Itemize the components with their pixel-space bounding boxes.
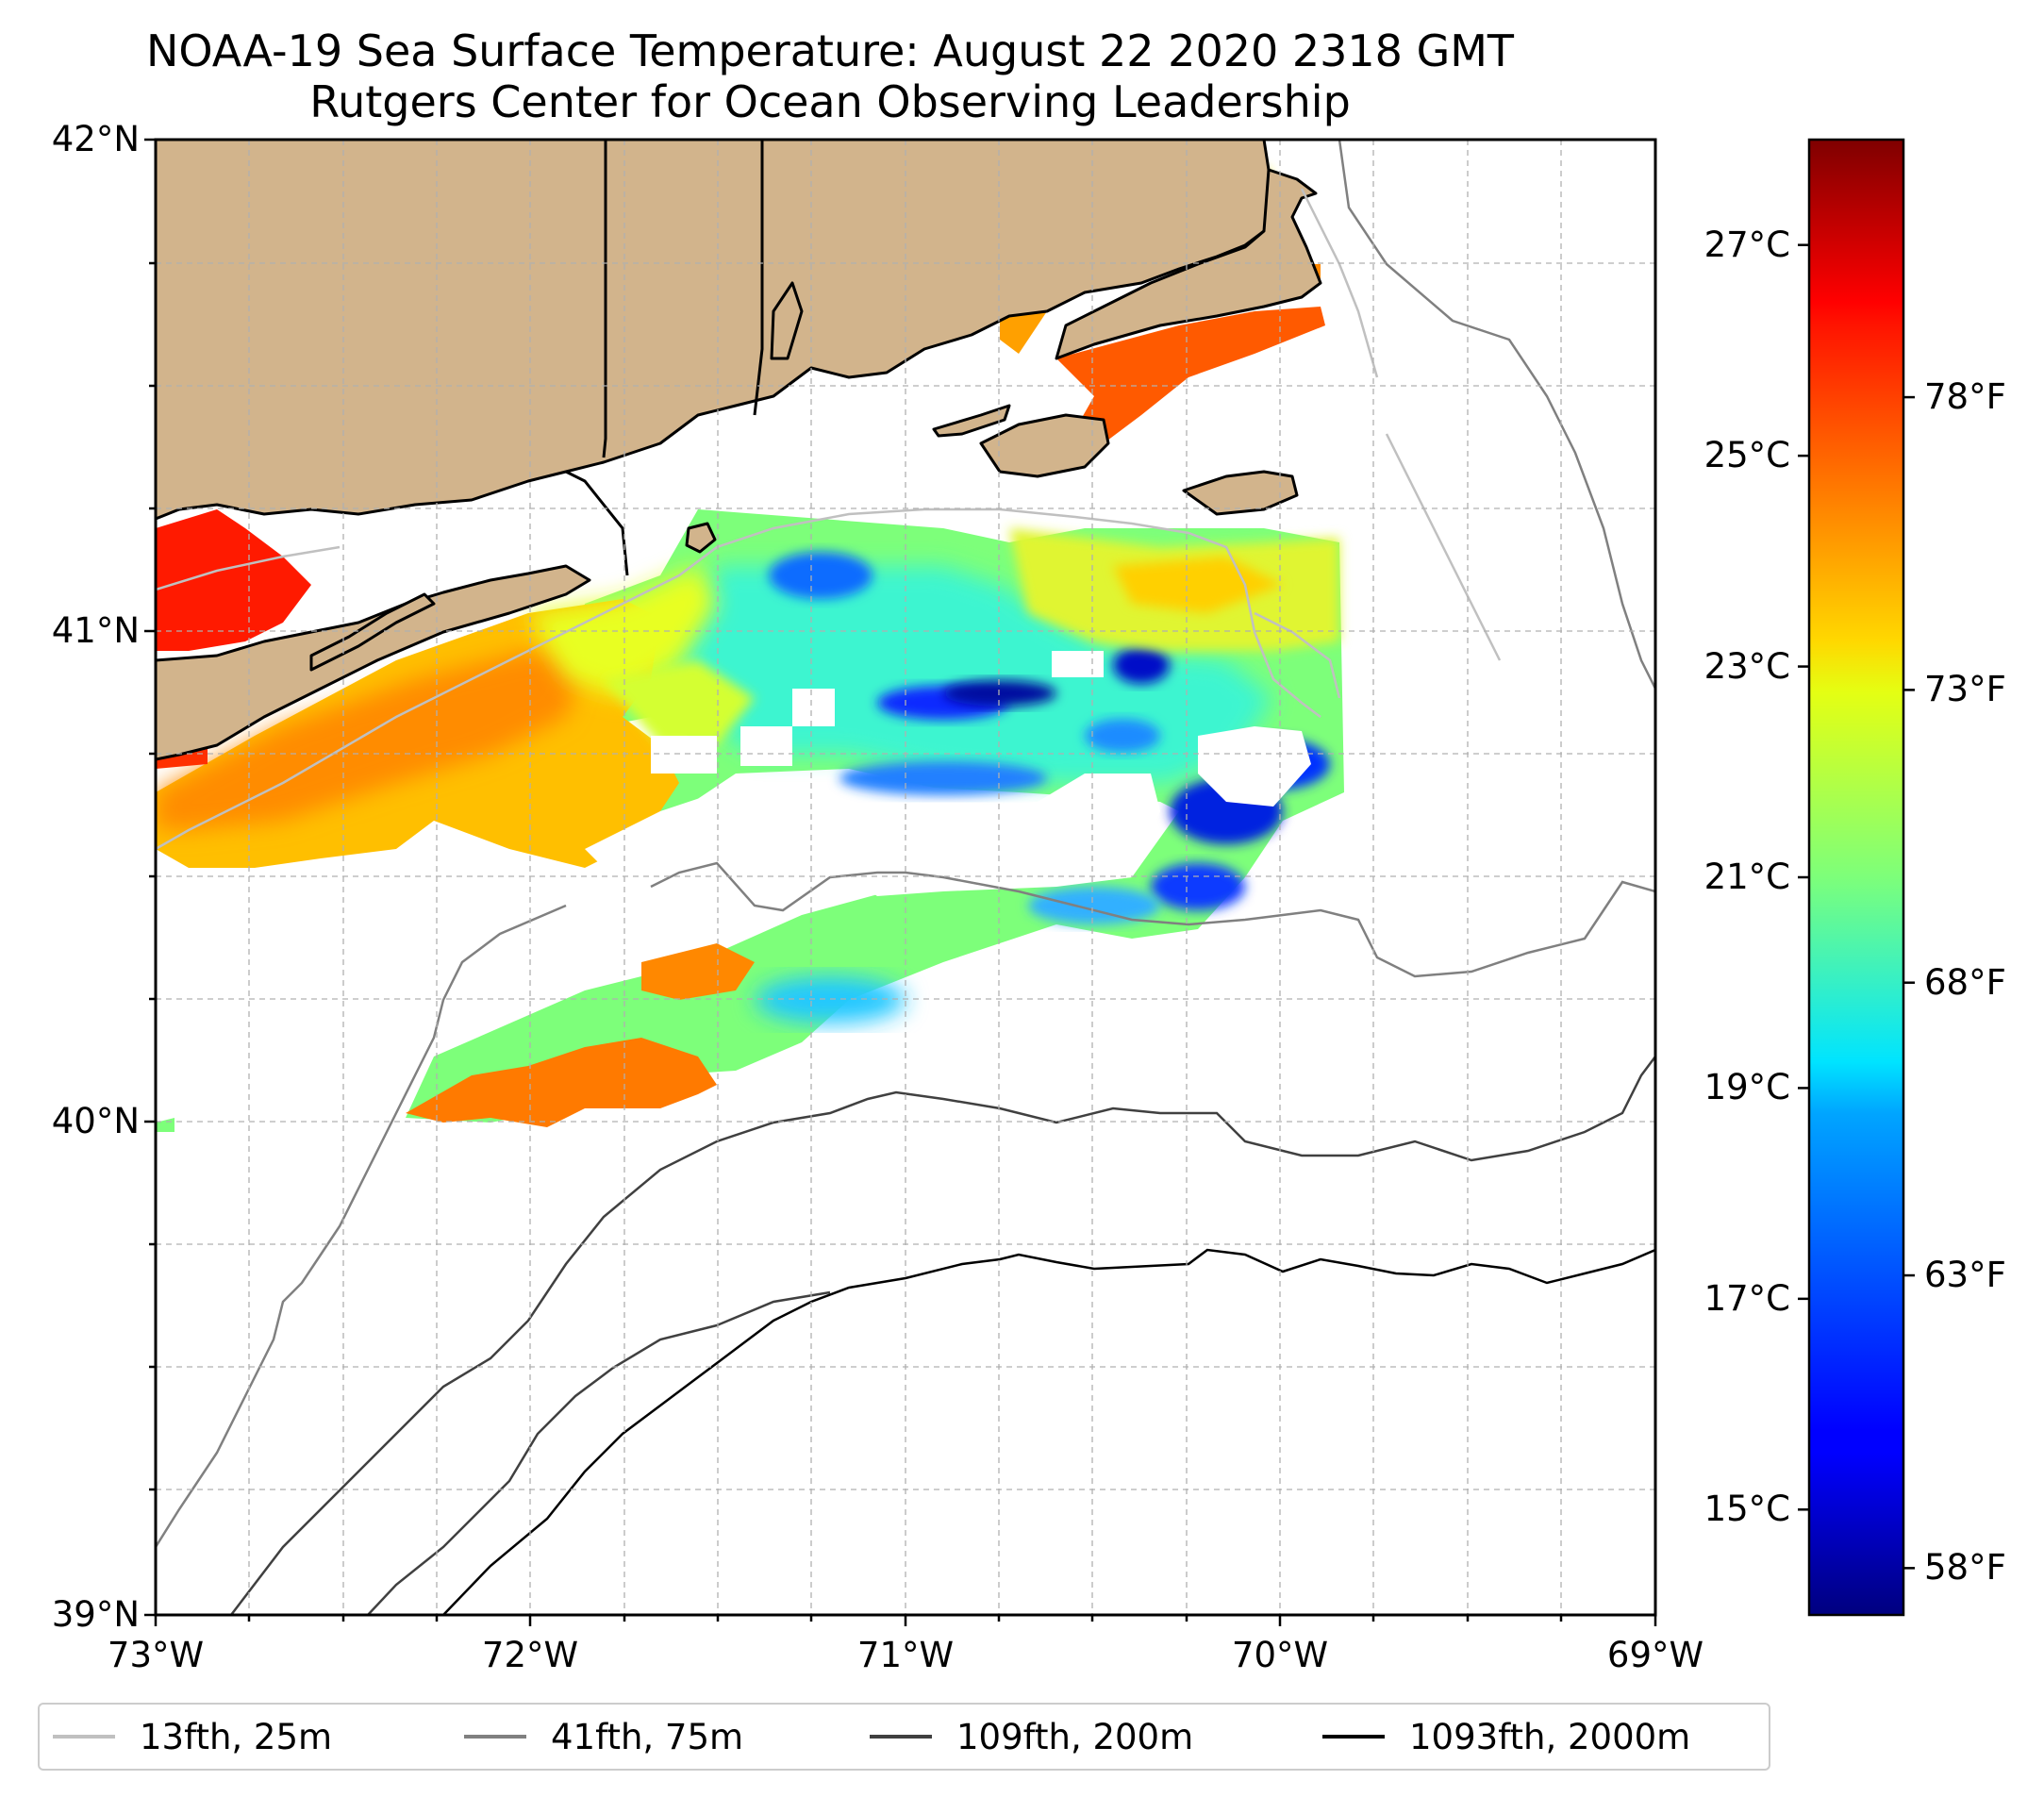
lat-tick-40: 40°N bbox=[51, 1101, 140, 1141]
gridlines bbox=[156, 140, 1655, 1615]
cb-celsius-label: 17°C bbox=[1703, 1277, 1790, 1319]
cb-celsius-label: 27°C bbox=[1703, 224, 1790, 265]
lon-tick-71: 71°W bbox=[856, 1635, 955, 1675]
cb-fahrenheit-label: 63°F bbox=[1924, 1255, 2006, 1296]
lon-tick-72: 72°W bbox=[481, 1635, 579, 1675]
legend-swatch bbox=[1322, 1735, 1385, 1739]
cb-celsius-label: 25°C bbox=[1703, 435, 1790, 476]
cb-fahrenheit-label: 58°F bbox=[1924, 1547, 2006, 1589]
lat-tick-42: 42°N bbox=[51, 119, 140, 159]
isobath-200m bbox=[230, 1056, 1655, 1615]
lat-tick-41: 41°N bbox=[51, 610, 140, 651]
isobath-legend: 13fth, 25m 41fth, 75m 109fth, 200m 1093f… bbox=[38, 1703, 1770, 1771]
cb-celsius-label: 15°C bbox=[1703, 1489, 1790, 1530]
cb-celsius-label: 19°C bbox=[1703, 1067, 1790, 1108]
legend-item-200m: 109fth, 200m bbox=[870, 1705, 1193, 1769]
lon-tick-70: 70°W bbox=[1231, 1635, 1329, 1675]
cb-fahrenheit-label: 78°F bbox=[1924, 376, 2006, 418]
isobath-25m bbox=[156, 507, 1321, 851]
isobath-75m bbox=[650, 861, 1655, 978]
isobath-2000m bbox=[442, 1248, 1655, 1615]
chart-title: NOAA-19 Sea Surface Temperature: August … bbox=[145, 25, 1514, 76]
legend-swatch bbox=[870, 1735, 932, 1739]
lon-tick-69: 69°W bbox=[1606, 1635, 1704, 1675]
landmass bbox=[156, 140, 1322, 761]
legend-swatch bbox=[464, 1735, 526, 1739]
colorbar-ticks bbox=[1798, 243, 1915, 1570]
legend-label: 109fth, 200m bbox=[956, 1716, 1194, 1757]
cb-fahrenheit-label: 73°F bbox=[1924, 669, 2006, 710]
legend-item-75m: 41fth, 75m bbox=[464, 1705, 743, 1769]
legend-label: 41fth, 75m bbox=[551, 1716, 744, 1757]
isobaths bbox=[156, 140, 1655, 1615]
colorbar bbox=[1807, 138, 1905, 1617]
cb-celsius-label: 21°C bbox=[1703, 857, 1790, 897]
legend-swatch bbox=[53, 1735, 115, 1739]
lon-tick-73: 73°W bbox=[107, 1635, 205, 1675]
legend-item-25m: 13fth, 25m bbox=[53, 1705, 332, 1769]
legend-label: 1093fth, 2000m bbox=[1409, 1716, 1691, 1757]
axis-ticks bbox=[144, 138, 1657, 1626]
cb-fahrenheit-label: 68°F bbox=[1924, 961, 2006, 1003]
map-area bbox=[156, 140, 1655, 1615]
legend-label: 13fth, 25m bbox=[140, 1716, 333, 1757]
legend-item-2000m: 1093fth, 2000m bbox=[1322, 1705, 1690, 1769]
state-borders bbox=[565, 140, 764, 576]
cb-celsius-label: 23°C bbox=[1703, 645, 1790, 687]
chart-subtitle: Rutgers Center for Ocean Observing Leade… bbox=[309, 76, 1351, 127]
lat-tick-39: 39°N bbox=[51, 1594, 140, 1635]
